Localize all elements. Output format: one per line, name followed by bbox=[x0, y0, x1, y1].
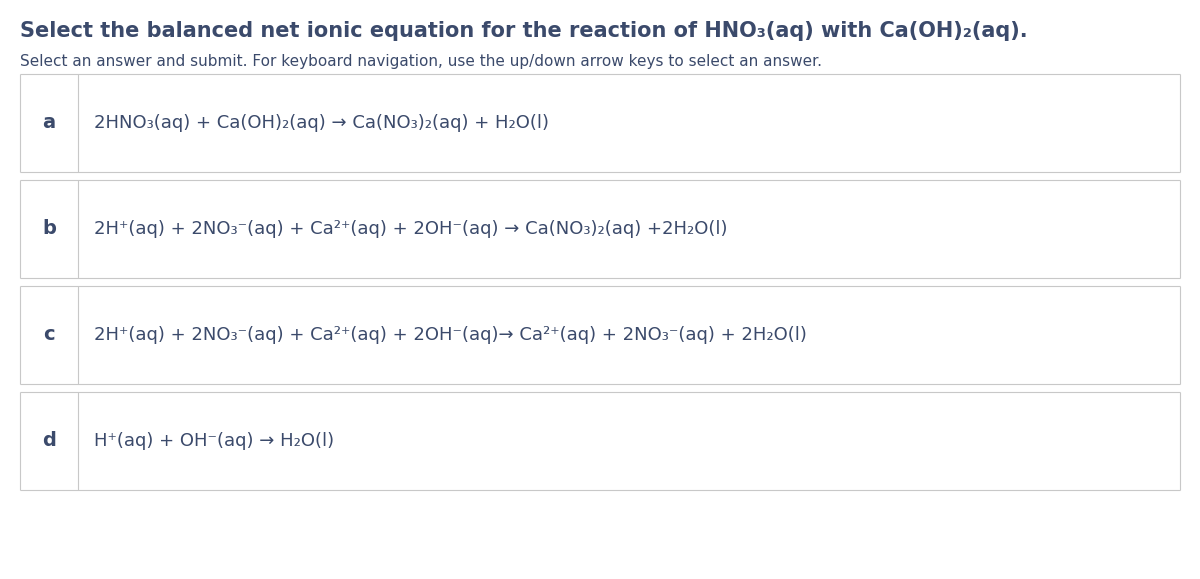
Text: 2HNO₃(aq) + Ca(OH)₂(aq) → Ca(NO₃)₂(aq) + H₂O(l): 2HNO₃(aq) + Ca(OH)₂(aq) → Ca(NO₃)₂(aq) +… bbox=[94, 114, 550, 132]
Text: a: a bbox=[42, 113, 55, 133]
Text: Select the balanced net ionic equation for the reaction of HNO₃(aq) with Ca(OH)₂: Select the balanced net ionic equation f… bbox=[20, 21, 1027, 41]
Text: H⁺(aq) + OH⁻(aq) → H₂O(l): H⁺(aq) + OH⁻(aq) → H₂O(l) bbox=[94, 432, 334, 450]
Text: d: d bbox=[42, 431, 56, 450]
Text: c: c bbox=[43, 325, 55, 345]
Text: Select an answer and submit. For keyboard navigation, use the up/down arrow keys: Select an answer and submit. For keyboar… bbox=[20, 54, 822, 69]
Text: 2H⁺(aq) + 2NO₃⁻(aq) + Ca²⁺(aq) + 2OH⁻(aq) → Ca(NO₃)₂(aq) +2H₂O(l): 2H⁺(aq) + 2NO₃⁻(aq) + Ca²⁺(aq) + 2OH⁻(aq… bbox=[94, 220, 727, 238]
Text: b: b bbox=[42, 219, 56, 239]
Text: 2H⁺(aq) + 2NO₃⁻(aq) + Ca²⁺(aq) + 2OH⁻(aq)→ Ca²⁺(aq) + 2NO₃⁻(aq) + 2H₂O(l): 2H⁺(aq) + 2NO₃⁻(aq) + Ca²⁺(aq) + 2OH⁻(aq… bbox=[94, 326, 806, 344]
